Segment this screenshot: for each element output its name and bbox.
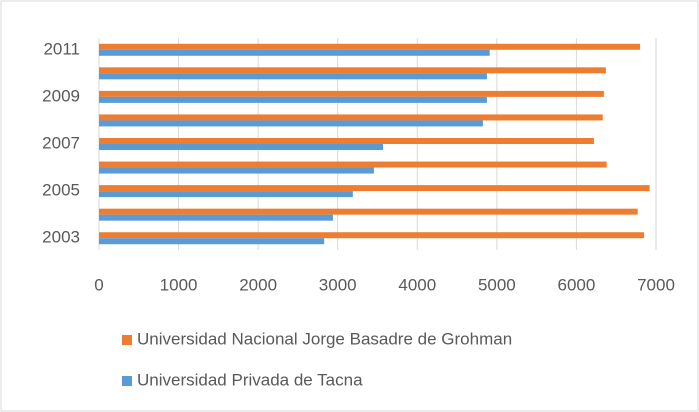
bar [99, 238, 325, 245]
y-tick-label: 2011 [43, 39, 80, 58]
bar [99, 67, 606, 74]
x-tick-label: 2000 [239, 275, 277, 294]
x-tick-label: 4000 [398, 275, 436, 294]
bar [99, 214, 333, 221]
bar [99, 120, 483, 127]
bar [99, 43, 641, 50]
bar [99, 167, 374, 174]
bar [99, 49, 490, 56]
x-tick-label: 0 [94, 275, 103, 294]
bar [99, 73, 487, 80]
bar [99, 90, 604, 97]
bar [99, 191, 353, 198]
legend-label: Universidad Privada de Tacna [137, 370, 363, 389]
bar [99, 208, 638, 215]
bar [99, 96, 487, 103]
x-tick-label: 3000 [319, 275, 357, 294]
x-tick-label: 7000 [637, 275, 675, 294]
bar [99, 185, 650, 192]
y-tick-label: 2009 [42, 86, 80, 105]
bar [99, 232, 645, 239]
x-tick-label: 6000 [558, 275, 596, 294]
y-tick-label: 2005 [42, 181, 80, 200]
bar [99, 144, 384, 150]
y-tick-label: 2007 [42, 133, 80, 152]
legend-swatch [122, 376, 132, 386]
y-tick-label: 2003 [42, 228, 80, 247]
legend-swatch [122, 335, 132, 345]
bar [99, 138, 594, 144]
x-tick-label: 5000 [478, 275, 516, 294]
bar [99, 161, 607, 168]
legend-label: Universidad Nacional Jorge Basadre de Gr… [137, 329, 512, 348]
x-tick-label: 1000 [160, 275, 198, 294]
bar [99, 114, 603, 121]
